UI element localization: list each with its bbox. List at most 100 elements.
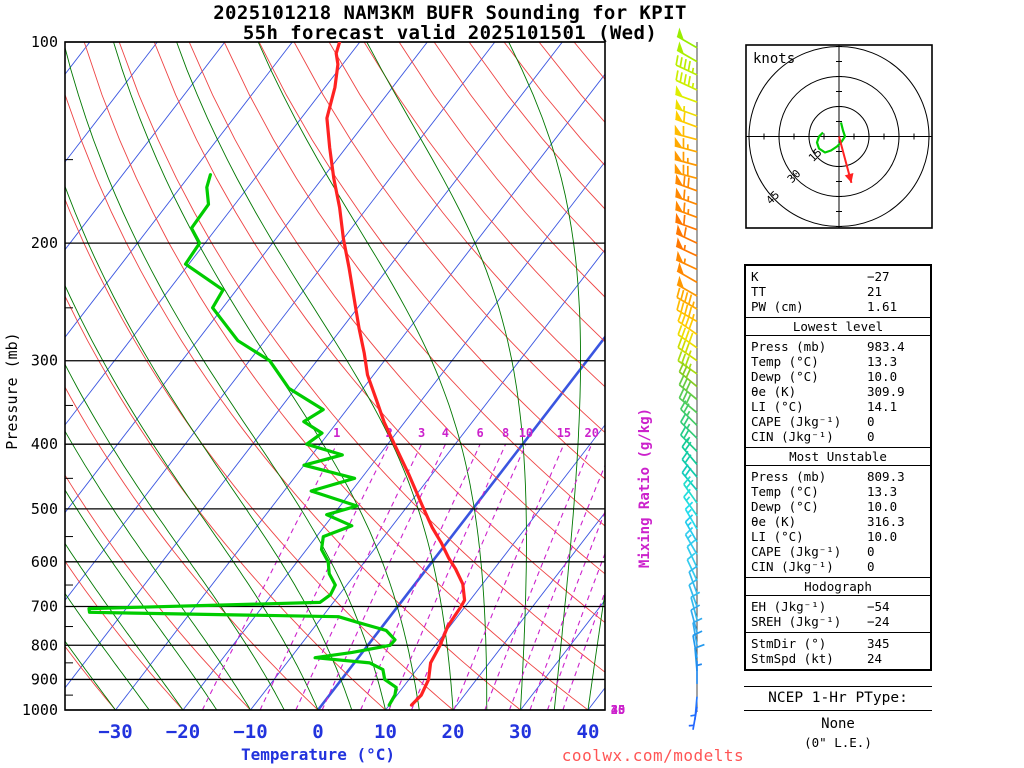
wind-barb bbox=[677, 351, 698, 375]
index-label: PW (cm) bbox=[751, 299, 804, 314]
index-value: −54 bbox=[867, 599, 890, 614]
wind-barb bbox=[683, 476, 698, 504]
index-row: K −27 bbox=[746, 269, 930, 284]
index-row: LI (°C) 14.1 bbox=[746, 399, 930, 414]
wind-barb bbox=[684, 526, 698, 555]
wind-barb bbox=[675, 55, 698, 76]
pressure-axis-label: Pressure (mb) bbox=[3, 332, 21, 450]
wind-barb bbox=[684, 514, 698, 543]
index-label: θe (K) bbox=[751, 384, 797, 399]
wind-barb bbox=[680, 412, 698, 439]
index-label: CAPE (Jkg⁻¹) bbox=[751, 544, 842, 559]
mixing-ratio-label: 20 bbox=[585, 426, 599, 440]
index-row: θe (K) 316.3 bbox=[746, 514, 930, 529]
ptype-note: (0" L.E.) bbox=[804, 735, 872, 750]
ptype-value: None bbox=[821, 716, 855, 732]
wind-barb bbox=[676, 275, 698, 297]
index-row: CIN (Jkg⁻¹) 0 bbox=[746, 559, 930, 574]
index-label: EH (Jkg⁻¹) bbox=[751, 599, 827, 614]
wind-barb bbox=[675, 237, 698, 257]
temperature-tick-label: 10 bbox=[374, 721, 397, 743]
hodograph-ring bbox=[748, 46, 930, 227]
hodograph-trace bbox=[815, 122, 847, 154]
mixing-ratio-label: 40 bbox=[611, 703, 625, 717]
wind-barb bbox=[674, 150, 698, 167]
wind-barb bbox=[683, 488, 698, 517]
chart-title-line2: 55h forecast valid 2025101501 (Wed) bbox=[242, 22, 658, 44]
background-grid bbox=[65, 42, 605, 710]
index-row: Temp (°C) 13.3 bbox=[746, 354, 930, 369]
index-row: CIN (Jkg⁻¹) 0 bbox=[746, 429, 930, 444]
wind-barb bbox=[678, 388, 698, 414]
temperature-tick-label: −30 bbox=[98, 721, 132, 743]
wind-barb bbox=[675, 110, 698, 128]
indices-section-header: Hodograph bbox=[746, 577, 930, 596]
wind-barb bbox=[675, 200, 698, 219]
mixing-ratio-label: 35 bbox=[611, 703, 625, 717]
index-row: Press (mb) 809.3 bbox=[746, 469, 930, 484]
dewpoint-trace bbox=[87, 173, 398, 707]
wind-barb bbox=[690, 604, 701, 633]
wind-barb-column bbox=[674, 27, 705, 730]
pressure-tick-label: 800 bbox=[31, 636, 58, 654]
wind-barb bbox=[684, 501, 698, 530]
index-value: 10.0 bbox=[867, 369, 898, 384]
index-value: 1.61 bbox=[867, 299, 898, 314]
wind-barb bbox=[677, 337, 698, 362]
wind-barb bbox=[676, 287, 698, 310]
wind-barb bbox=[674, 124, 698, 141]
ptype-panel: NCEP 1-Hr PType: None (0" L.E.) bbox=[744, 686, 932, 751]
wind-barb bbox=[696, 660, 703, 684]
index-value: 21 bbox=[867, 284, 883, 299]
wind-barb bbox=[674, 136, 698, 153]
mixing-ratio-label: 3 bbox=[418, 426, 425, 440]
index-label: Press (mb) bbox=[751, 339, 827, 354]
mixing-ratio-label: 25 bbox=[611, 703, 625, 717]
pressure-tick-label: 100 bbox=[31, 33, 58, 51]
index-row: Press (mb) 983.4 bbox=[746, 339, 930, 354]
index-value: 345 bbox=[867, 636, 890, 651]
indices-section-top: K −27 TT 21 PW (cm) 1.61 bbox=[746, 266, 930, 317]
mixing-ratio-label: 4 bbox=[442, 426, 449, 440]
index-label: CIN (Jkg⁻¹) bbox=[751, 429, 834, 444]
wind-barb bbox=[676, 27, 698, 49]
index-row: CAPE (Jkg⁻¹) 0 bbox=[746, 544, 930, 559]
indices-section: EH (Jkg⁻¹) −54 SREH (Jkg⁻¹) −24 bbox=[746, 596, 930, 632]
pressure-tick-label: 600 bbox=[31, 553, 58, 571]
wind-barb bbox=[675, 212, 698, 231]
mixing-ratio-axis-label: Mixing Ratio (g/kg) bbox=[637, 407, 653, 569]
index-row: SREH (Jkg⁻¹) −24 bbox=[746, 614, 930, 629]
index-label: SREH (Jkg⁻¹) bbox=[751, 614, 842, 629]
temperature-tick-label: 0 bbox=[312, 721, 323, 743]
index-value: 14.1 bbox=[867, 399, 898, 414]
index-value: −27 bbox=[867, 269, 890, 284]
wind-barb bbox=[675, 173, 698, 192]
index-row: Dewp (°C) 10.0 bbox=[746, 499, 930, 514]
mixing-ratio-label: 8 bbox=[502, 426, 509, 440]
pressure-tick-label: 400 bbox=[31, 435, 58, 453]
index-value: 0 bbox=[867, 429, 875, 444]
index-row: LI (°C) 10.0 bbox=[746, 529, 930, 544]
wind-barb bbox=[681, 464, 698, 491]
index-label: Dewp (°C) bbox=[751, 499, 819, 514]
wind-barb bbox=[674, 163, 698, 180]
wind-barb bbox=[680, 400, 698, 427]
index-label: LI (°C) bbox=[751, 529, 804, 544]
temperature-tick-label: 40 bbox=[577, 721, 600, 743]
wind-barb bbox=[675, 70, 698, 91]
pressure-tick-label: 300 bbox=[31, 352, 58, 370]
index-value: 983.4 bbox=[867, 339, 905, 354]
wind-barb bbox=[686, 539, 698, 568]
index-value: 10.0 bbox=[867, 499, 898, 514]
index-value: 13.3 bbox=[867, 354, 898, 369]
chart-title-line1: 2025101218 NAM3KM BUFR Sounding for KPIT bbox=[213, 2, 687, 24]
index-row: Dewp (°C) 10.0 bbox=[746, 369, 930, 384]
mixing-ratio-label: 15 bbox=[557, 426, 571, 440]
index-label: CIN (Jkg⁻¹) bbox=[751, 559, 834, 574]
wind-barb bbox=[681, 450, 698, 478]
pressure-tick-label: 900 bbox=[31, 670, 58, 688]
index-label: CAPE (Jkg⁻¹) bbox=[751, 414, 842, 429]
mixing-ratio-label: 30 bbox=[611, 703, 625, 717]
